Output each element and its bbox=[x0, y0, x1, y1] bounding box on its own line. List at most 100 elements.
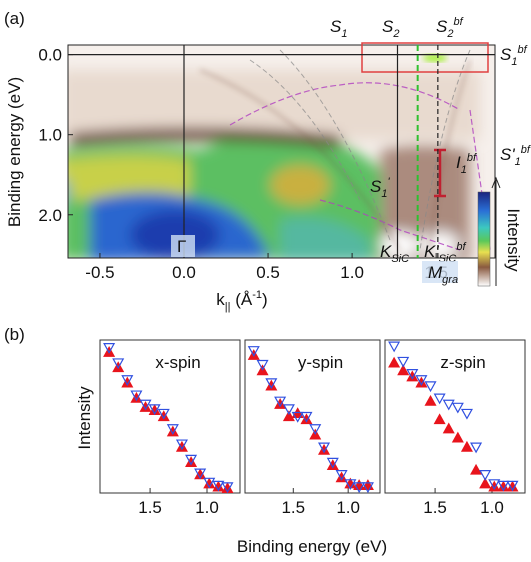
data-point bbox=[479, 470, 492, 481]
panel-label: (b) bbox=[4, 325, 25, 344]
data-point bbox=[353, 482, 366, 494]
data-point bbox=[335, 470, 348, 481]
text-part: K' bbox=[424, 242, 439, 261]
data-point bbox=[460, 440, 473, 452]
data-point bbox=[442, 399, 455, 411]
annotation: KSiC bbox=[380, 242, 409, 265]
text-part: S bbox=[330, 17, 342, 36]
data-point bbox=[166, 425, 179, 437]
text-part: M bbox=[428, 263, 443, 282]
data-point bbox=[282, 410, 295, 422]
text-part: || bbox=[225, 301, 231, 313]
data-point bbox=[175, 440, 188, 452]
plot-frame bbox=[67, 44, 496, 259]
annotation: I1bf bbox=[456, 152, 477, 176]
text-part: ' bbox=[387, 176, 390, 188]
text-part: Γ bbox=[177, 237, 186, 256]
data-point bbox=[424, 381, 437, 393]
data-point bbox=[130, 391, 143, 403]
x-tick-label: 1.0 bbox=[340, 263, 364, 282]
data-point bbox=[415, 375, 428, 387]
data-point bbox=[470, 463, 483, 475]
annotation: Mgra bbox=[428, 263, 458, 286]
colorbar bbox=[477, 191, 491, 287]
data-point bbox=[460, 408, 473, 420]
highlight-box bbox=[361, 42, 489, 73]
heatmap-image bbox=[68, 45, 495, 258]
text-part: S bbox=[370, 177, 382, 196]
label-box bbox=[171, 235, 195, 257]
y-tick-label: 0.0 bbox=[38, 46, 62, 65]
subplot-frame bbox=[384, 339, 526, 494]
data-point bbox=[388, 356, 401, 368]
data-point bbox=[265, 379, 278, 391]
x-axis-label: k|| (Å-1) bbox=[216, 289, 267, 313]
text-part: bf bbox=[517, 44, 527, 56]
data-point bbox=[451, 431, 464, 443]
data-point bbox=[309, 424, 322, 435]
data-point bbox=[121, 375, 134, 387]
series bbox=[247, 346, 374, 494]
text-part: 1 bbox=[341, 28, 347, 40]
data-point bbox=[442, 422, 455, 434]
text-part: K bbox=[380, 242, 392, 261]
x-tick-label: 1.0 bbox=[480, 498, 504, 517]
data-point bbox=[318, 443, 331, 455]
data-point bbox=[433, 413, 446, 425]
annotation: S2 bbox=[382, 17, 399, 40]
y-tick-label: 2.0 bbox=[38, 206, 62, 225]
text-part: 1 bbox=[381, 188, 387, 200]
error-bar bbox=[434, 148, 446, 198]
text-part: -1 bbox=[252, 289, 262, 301]
y-tick-label: 1.0 bbox=[38, 126, 62, 145]
data-point bbox=[203, 477, 216, 489]
data-point bbox=[139, 401, 152, 412]
data-point bbox=[424, 394, 437, 406]
text-part: bf bbox=[456, 241, 466, 253]
data-point bbox=[221, 482, 234, 494]
annotation: S1' bbox=[370, 176, 390, 200]
data-point bbox=[300, 413, 313, 425]
text-part: S bbox=[436, 17, 448, 36]
text-part: 1 bbox=[515, 156, 521, 168]
data-point bbox=[148, 404, 161, 416]
data-point bbox=[112, 358, 125, 370]
data-point bbox=[121, 376, 134, 388]
data-point bbox=[326, 459, 339, 471]
data-point bbox=[451, 402, 464, 414]
text-part: 1 bbox=[511, 56, 517, 68]
series bbox=[103, 343, 234, 494]
text-part: S bbox=[500, 45, 512, 64]
text-part: SiC bbox=[391, 253, 409, 265]
x-tick-label: 1.0 bbox=[336, 498, 360, 517]
x-tick-label: 1.5 bbox=[423, 498, 447, 517]
text-part: bf bbox=[453, 16, 463, 28]
data-point bbox=[282, 404, 295, 416]
data-point bbox=[388, 341, 401, 353]
data-point bbox=[157, 410, 170, 422]
colorbar-arrow bbox=[491, 176, 501, 286]
text-part: 2 bbox=[446, 28, 453, 40]
text-part: S' bbox=[500, 145, 515, 164]
data-point bbox=[274, 396, 287, 408]
data-point bbox=[397, 356, 410, 368]
data-point bbox=[497, 480, 510, 492]
data-point bbox=[185, 454, 198, 466]
data-point bbox=[479, 477, 492, 489]
label-box bbox=[422, 261, 458, 283]
text-part: (Å bbox=[231, 290, 253, 309]
annotation: S1bf bbox=[500, 44, 528, 68]
x-tick-label: 1.0 bbox=[195, 498, 219, 517]
data-point bbox=[103, 343, 116, 354]
annotation: Γ bbox=[177, 237, 186, 256]
data-point bbox=[256, 359, 269, 371]
text-part: k bbox=[216, 290, 225, 309]
subplot-frame bbox=[244, 339, 381, 494]
data-point bbox=[433, 393, 446, 405]
panel-label: (a) bbox=[4, 9, 25, 28]
x-axis-label: Binding energy (eV) bbox=[237, 537, 387, 556]
data-point bbox=[175, 439, 188, 451]
data-point bbox=[335, 471, 348, 483]
colorbar-label: Intensity bbox=[504, 208, 523, 272]
